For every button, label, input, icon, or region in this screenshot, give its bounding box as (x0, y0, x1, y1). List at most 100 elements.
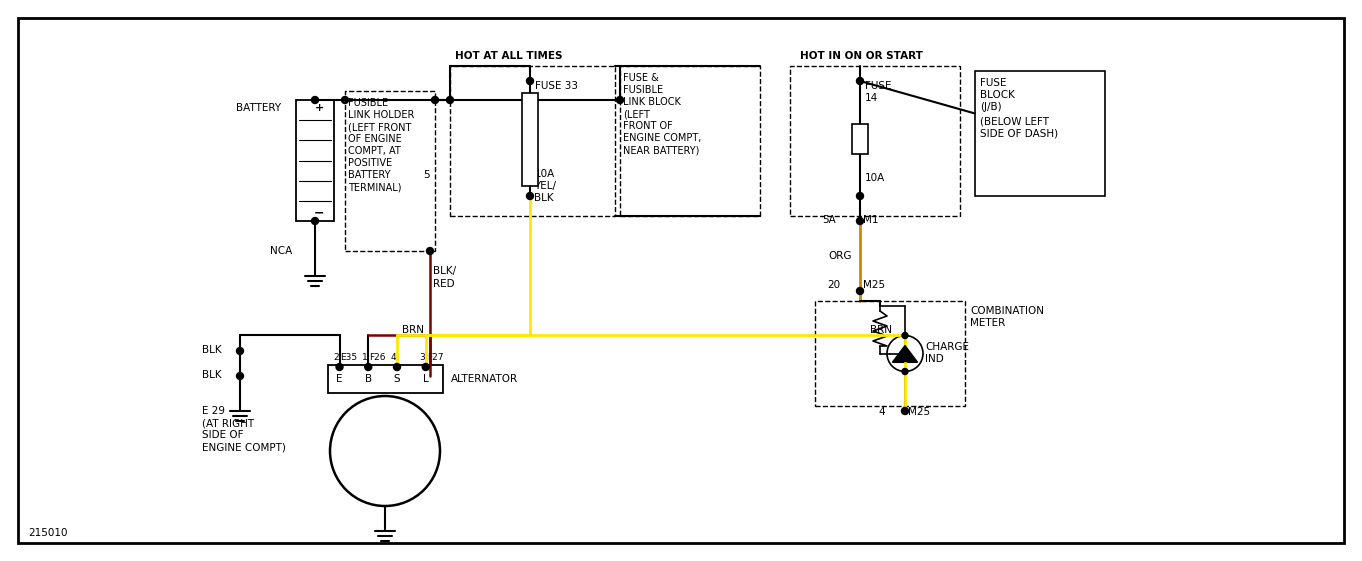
Text: 14: 14 (865, 93, 878, 103)
Circle shape (365, 364, 372, 370)
Text: M25: M25 (864, 280, 885, 290)
Text: BLOCK: BLOCK (981, 90, 1015, 100)
Circle shape (857, 192, 864, 200)
Text: BLK: BLK (202, 370, 222, 380)
Circle shape (902, 407, 908, 415)
Text: LINK BLOCK: LINK BLOCK (622, 97, 681, 107)
Text: 3: 3 (419, 352, 425, 361)
Text: TERMINAL): TERMINAL) (349, 182, 402, 192)
Text: BATTERY: BATTERY (236, 103, 281, 113)
Text: CHARGE: CHARGE (925, 343, 968, 352)
Text: COMBINATION: COMBINATION (970, 306, 1045, 316)
Bar (790, 66, 960, 216)
Circle shape (617, 96, 624, 103)
Text: COMPT, AT: COMPT, AT (349, 146, 400, 156)
Circle shape (426, 247, 433, 255)
Text: NCA: NCA (270, 246, 293, 256)
Text: 4: 4 (391, 352, 396, 361)
Polygon shape (893, 346, 917, 361)
Text: BRN: BRN (870, 325, 892, 335)
Circle shape (857, 77, 864, 85)
Text: FUSIBLE: FUSIBLE (622, 85, 663, 95)
Circle shape (312, 96, 319, 103)
Text: 2: 2 (332, 352, 339, 361)
Circle shape (902, 369, 908, 375)
Circle shape (336, 364, 343, 370)
Text: ORG: ORG (828, 251, 851, 261)
Circle shape (857, 287, 864, 295)
Text: FUSE: FUSE (865, 81, 892, 91)
Text: E 29: E 29 (202, 406, 225, 416)
Text: (J/B): (J/B) (981, 102, 1001, 112)
Text: HOT IN ON OR START: HOT IN ON OR START (799, 51, 923, 61)
Circle shape (394, 364, 400, 370)
Text: L: L (422, 374, 429, 384)
Text: (LEFT FRONT: (LEFT FRONT (349, 122, 411, 132)
Text: SIDE OF: SIDE OF (202, 430, 244, 440)
Text: BLK/: BLK/ (433, 266, 456, 276)
Text: BLK: BLK (202, 345, 222, 355)
Text: 4: 4 (878, 407, 885, 417)
Text: FRONT OF: FRONT OF (622, 121, 673, 131)
Bar (296, 100, 334, 221)
Text: E35: E35 (340, 352, 358, 361)
Text: POSITIVE: POSITIVE (349, 158, 392, 168)
Text: (AT RIGHT: (AT RIGHT (202, 418, 255, 428)
Bar (814, 301, 966, 406)
Text: ALTERNATOR: ALTERNATOR (451, 374, 518, 384)
Text: S: S (394, 374, 400, 384)
Bar (328, 365, 443, 393)
Bar (853, 123, 868, 154)
Text: FUSE: FUSE (981, 78, 1007, 88)
Bar (620, 66, 760, 216)
Circle shape (857, 218, 864, 224)
Text: BLK: BLK (534, 193, 553, 203)
Circle shape (527, 192, 534, 200)
Text: 10A: 10A (535, 169, 556, 179)
Text: FUSIBLE: FUSIBLE (349, 98, 388, 108)
Text: FUSE &: FUSE & (622, 73, 659, 83)
Text: 5A: 5A (823, 215, 836, 225)
Circle shape (447, 96, 454, 103)
Text: BRN: BRN (402, 325, 424, 335)
Circle shape (330, 396, 440, 506)
Circle shape (312, 218, 319, 224)
Bar (449, 66, 616, 216)
Text: FUSE 33: FUSE 33 (535, 81, 577, 91)
Circle shape (887, 335, 923, 371)
Text: YEL/: YEL/ (534, 181, 556, 191)
Bar (345, 91, 434, 251)
Text: M25: M25 (908, 407, 930, 417)
Text: 20: 20 (827, 280, 840, 290)
Text: NEAR BATTERY): NEAR BATTERY) (622, 145, 699, 155)
Text: 1: 1 (361, 352, 368, 361)
Text: 10A: 10A (865, 173, 885, 183)
Circle shape (237, 347, 244, 355)
Circle shape (422, 364, 429, 370)
Text: ENGINE COMPT,: ENGINE COMPT, (622, 133, 701, 143)
Text: M1: M1 (864, 215, 878, 225)
Text: OF ENGINE: OF ENGINE (349, 134, 402, 144)
Text: F27: F27 (426, 352, 443, 361)
Text: F26: F26 (369, 352, 385, 361)
Text: LINK HOLDER: LINK HOLDER (349, 110, 414, 120)
Text: (BELOW LEFT: (BELOW LEFT (981, 116, 1049, 126)
Text: −: − (313, 206, 324, 219)
Text: RED: RED (433, 279, 455, 289)
Text: (LEFT: (LEFT (622, 109, 650, 119)
Text: B: B (365, 374, 372, 384)
Circle shape (237, 373, 244, 379)
Circle shape (527, 77, 534, 85)
Text: IND: IND (925, 355, 944, 365)
Text: HOT AT ALL TIMES: HOT AT ALL TIMES (455, 51, 563, 61)
Text: ENGINE COMPT): ENGINE COMPT) (202, 442, 286, 452)
Circle shape (342, 96, 349, 103)
Text: E: E (336, 374, 343, 384)
Text: METER: METER (970, 318, 1005, 328)
Bar (975, 71, 1105, 196)
Text: BATTERY: BATTERY (349, 170, 391, 180)
Circle shape (432, 96, 439, 103)
Text: 5: 5 (424, 170, 430, 180)
Text: 215010: 215010 (29, 528, 68, 538)
Text: SIDE OF DASH): SIDE OF DASH) (981, 128, 1058, 138)
